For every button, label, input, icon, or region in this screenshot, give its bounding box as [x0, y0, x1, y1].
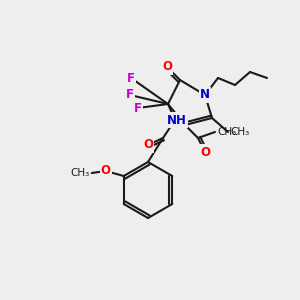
Text: F: F [126, 88, 134, 101]
Text: O: O [101, 164, 111, 178]
Text: NH: NH [167, 113, 187, 127]
Text: N: N [200, 88, 210, 101]
Text: CH₃: CH₃ [70, 168, 90, 178]
Text: O: O [143, 139, 153, 152]
Text: O: O [200, 146, 210, 158]
Text: F: F [127, 71, 135, 85]
Text: F: F [134, 101, 142, 115]
Text: CH₃: CH₃ [230, 127, 249, 137]
Text: CH₃: CH₃ [217, 127, 236, 137]
Text: O: O [162, 61, 172, 74]
